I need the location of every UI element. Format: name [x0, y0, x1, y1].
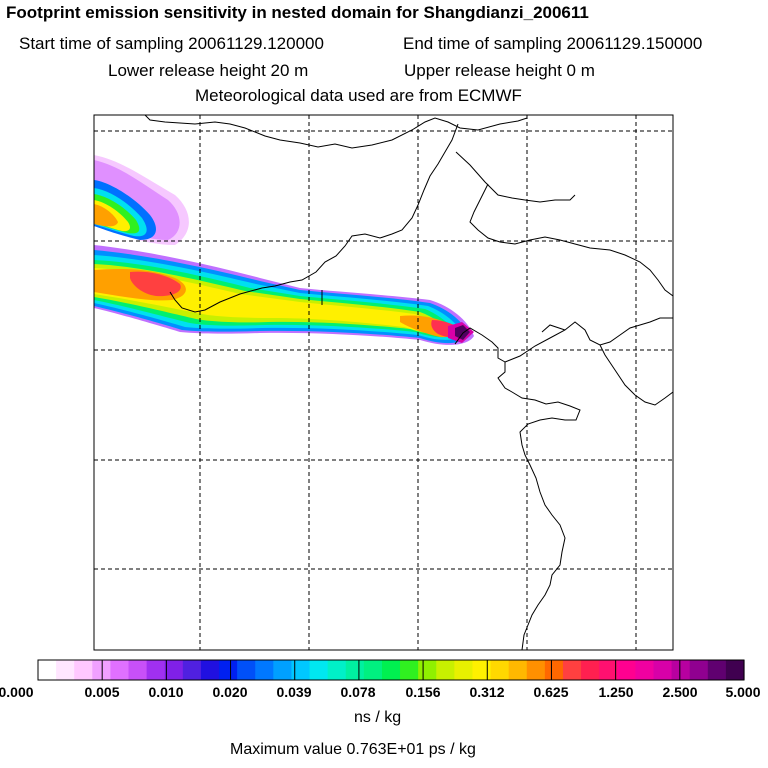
colorbar-swatch: [544, 660, 564, 680]
colorbar-swatch: [671, 660, 691, 680]
colorbar-swatch: [689, 660, 709, 680]
colorbar-swatch: [182, 660, 202, 680]
colorbar-swatch: [635, 660, 655, 680]
meteorological-source: Meteorological data used are from ECMWF: [195, 86, 522, 105]
colorbar-tick-4: 0.039: [276, 684, 311, 700]
colorbar-swatch: [146, 660, 166, 680]
colorbar-tick-11: 5.000: [725, 684, 760, 700]
colorbar-swatch: [273, 660, 293, 680]
colorbar-swatch: [581, 660, 600, 680]
colorbar-units: ns / kg: [354, 709, 402, 726]
colorbar-swatch: [400, 660, 419, 680]
colorbar-swatch: [219, 660, 238, 680]
colorbar-tick-1: 0.005: [84, 684, 119, 700]
map-coastlines: [144, 115, 673, 650]
map-title: Footprint emission sensitivity in nested…: [6, 3, 589, 22]
colorbar-swatch: [110, 660, 130, 680]
colorbar-swatch: [74, 660, 93, 680]
colorbar-dividers: [101, 660, 681, 680]
colorbar-tick-9: 1.250: [598, 684, 633, 700]
colorbar-swatch: [128, 660, 148, 680]
colorbar-swatch: [617, 660, 636, 680]
colorbar-swatch: [381, 660, 401, 680]
colorbar-swatch: [164, 660, 184, 680]
colorbar-swatch: [725, 660, 745, 680]
colorbar-swatch: [490, 660, 510, 680]
colorbar-swatch: [56, 660, 75, 680]
colorbar-swatch: [255, 660, 274, 680]
colorbar-swatch: [454, 660, 474, 680]
colorbar-tick-5: 0.078: [340, 684, 375, 700]
colorbar-swatch: [200, 660, 220, 680]
colorbar-swatch: [327, 660, 347, 680]
colorbar-tick-10: 2.500: [662, 684, 697, 700]
colorbar-swatch: [599, 660, 618, 680]
colorbar-swatch: [309, 660, 329, 680]
colorbar-tick-7: 0.312: [469, 684, 504, 700]
colorbar-swatch: [472, 660, 492, 680]
colorbar-tick-8: 0.625: [533, 684, 568, 700]
colorbar-tick-2: 0.010: [148, 684, 183, 700]
colorbar-tick-0: 0.000: [0, 684, 34, 700]
colorbar: [38, 660, 745, 680]
colorbar-swatch: [38, 660, 57, 680]
map-gridlines: [94, 115, 673, 650]
colorbar-frame: [37, 659, 745, 681]
colorbar-swatch: [363, 660, 383, 680]
colorbar-swatch: [291, 660, 311, 680]
sampling-start-time: Start time of sampling 20061129.120000: [19, 34, 324, 53]
colorbar-swatch: [562, 660, 582, 680]
colorbar-swatch: [653, 660, 673, 680]
map-frame: [93, 114, 674, 651]
lower-release-height: Lower release height 20 m: [108, 61, 309, 80]
colorbar-swatch: [508, 660, 528, 680]
sampling-end-time: End time of sampling 20061129.150000: [403, 34, 703, 53]
colorbar-swatch: [436, 660, 455, 680]
colorbar-swatch: [237, 660, 256, 680]
colorbar-tick-6: 0.156: [405, 684, 440, 700]
colorbar-swatch: [92, 660, 112, 680]
colorbar-swatch: [707, 660, 727, 680]
colorbar-swatch: [418, 660, 437, 680]
colorbar-swatch: [345, 660, 365, 680]
maximum-value: Maximum value 0.763E+01 ps / kg: [230, 741, 476, 758]
upper-release-height: Upper release height 0 m: [404, 61, 595, 80]
colorbar-tick-3: 0.020: [212, 684, 247, 700]
footprint-plume: [94, 155, 474, 345]
colorbar-swatch: [526, 660, 546, 680]
